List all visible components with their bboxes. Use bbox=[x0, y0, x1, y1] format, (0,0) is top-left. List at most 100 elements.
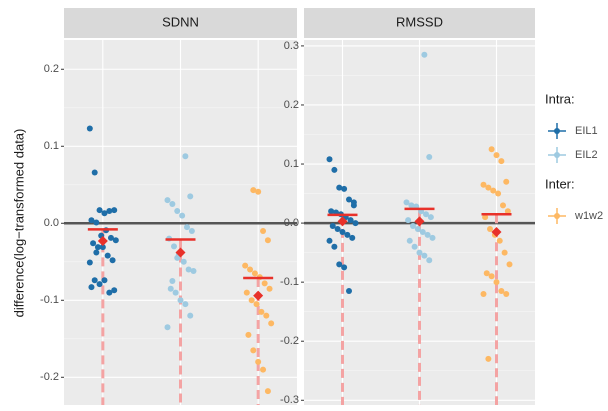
data-point bbox=[506, 261, 513, 268]
data-point bbox=[504, 208, 511, 215]
legend-label: w1w2 bbox=[574, 210, 603, 222]
data-point bbox=[172, 289, 179, 296]
data-point bbox=[91, 277, 98, 284]
data-point bbox=[336, 261, 343, 268]
data-point bbox=[264, 388, 271, 395]
data-point bbox=[104, 252, 111, 259]
data-point bbox=[174, 207, 181, 214]
y-tick-label: 0.2 bbox=[44, 63, 59, 75]
data-point bbox=[93, 219, 100, 226]
legend-label: EIL1 bbox=[575, 125, 598, 137]
y-tick-label: 0.1 bbox=[44, 140, 59, 152]
data-point bbox=[106, 289, 113, 296]
data-point bbox=[411, 243, 418, 250]
data-point bbox=[255, 188, 262, 195]
data-point bbox=[339, 228, 346, 235]
strip-background bbox=[64, 8, 297, 38]
data-point bbox=[328, 208, 335, 215]
data-point bbox=[483, 270, 490, 277]
data-point bbox=[101, 210, 108, 217]
data-point bbox=[495, 190, 502, 197]
data-point bbox=[498, 158, 505, 165]
data-point bbox=[169, 201, 176, 208]
y-tick-label: -0.1 bbox=[280, 276, 299, 288]
data-point bbox=[341, 185, 348, 192]
data-point bbox=[403, 199, 410, 206]
data-point bbox=[498, 288, 505, 295]
data-point bbox=[90, 240, 97, 247]
data-point bbox=[109, 257, 116, 264]
data-point bbox=[93, 249, 100, 256]
data-point bbox=[424, 231, 431, 238]
data-point bbox=[406, 237, 413, 244]
data-point bbox=[99, 244, 106, 251]
data-point bbox=[187, 312, 194, 319]
data-point bbox=[88, 284, 95, 291]
median-diamond bbox=[414, 216, 425, 227]
data-point bbox=[167, 285, 174, 292]
y-tick-label: -0.2 bbox=[280, 335, 299, 347]
data-point bbox=[349, 234, 356, 241]
data-point bbox=[91, 169, 98, 176]
data-point bbox=[408, 202, 415, 209]
data-point bbox=[164, 324, 171, 331]
data-point bbox=[188, 227, 195, 234]
data-point bbox=[344, 231, 351, 238]
strip-background bbox=[304, 8, 535, 38]
data-point bbox=[174, 254, 181, 261]
data-point bbox=[96, 281, 103, 288]
data-point bbox=[503, 178, 510, 185]
data-point bbox=[488, 146, 495, 153]
legend-key-point bbox=[554, 128, 560, 134]
data-point bbox=[346, 288, 352, 295]
data-point bbox=[490, 187, 497, 194]
data-point bbox=[500, 202, 506, 209]
median-diamond bbox=[491, 226, 502, 237]
legend-label: EIL2 bbox=[575, 149, 598, 161]
data-point bbox=[493, 152, 500, 159]
data-point bbox=[94, 244, 101, 251]
data-point bbox=[264, 237, 271, 244]
data-point bbox=[179, 212, 186, 219]
median-diamond bbox=[175, 247, 186, 258]
data-point bbox=[180, 258, 187, 265]
data-point bbox=[258, 308, 265, 315]
data-point bbox=[88, 217, 95, 224]
panel-title: RMSSD bbox=[396, 14, 443, 29]
data-point bbox=[326, 237, 333, 244]
data-point bbox=[347, 217, 354, 224]
y-axis-label: difference(log−transformed data) bbox=[11, 129, 26, 318]
data-point bbox=[410, 223, 416, 230]
data-point bbox=[426, 153, 433, 160]
data-point bbox=[485, 184, 492, 191]
data-point bbox=[426, 257, 433, 264]
data-point bbox=[245, 331, 252, 338]
legend-key-point bbox=[554, 152, 560, 158]
y-tick-label: 0.2 bbox=[284, 99, 299, 111]
y-tick-label: 0.0 bbox=[284, 217, 299, 229]
data-point bbox=[184, 224, 190, 231]
data-point bbox=[96, 207, 103, 214]
y-tick-label: -0.3 bbox=[280, 394, 299, 406]
data-point bbox=[350, 199, 357, 206]
data-point bbox=[416, 249, 423, 256]
data-point bbox=[341, 264, 348, 271]
data-point bbox=[421, 252, 428, 259]
data-point bbox=[329, 223, 336, 230]
data-point bbox=[171, 243, 177, 250]
data-point bbox=[101, 277, 108, 284]
data-point bbox=[112, 237, 119, 244]
data-point bbox=[182, 301, 189, 308]
data-point bbox=[331, 166, 338, 173]
data-point bbox=[326, 156, 333, 163]
data-point bbox=[488, 273, 495, 280]
panel-title: SDNN bbox=[162, 14, 199, 29]
data-point bbox=[107, 234, 114, 241]
data-point bbox=[414, 225, 421, 232]
data-point bbox=[429, 234, 436, 241]
data-point bbox=[405, 217, 412, 224]
median-diamond bbox=[253, 290, 264, 301]
data-point bbox=[331, 243, 338, 250]
